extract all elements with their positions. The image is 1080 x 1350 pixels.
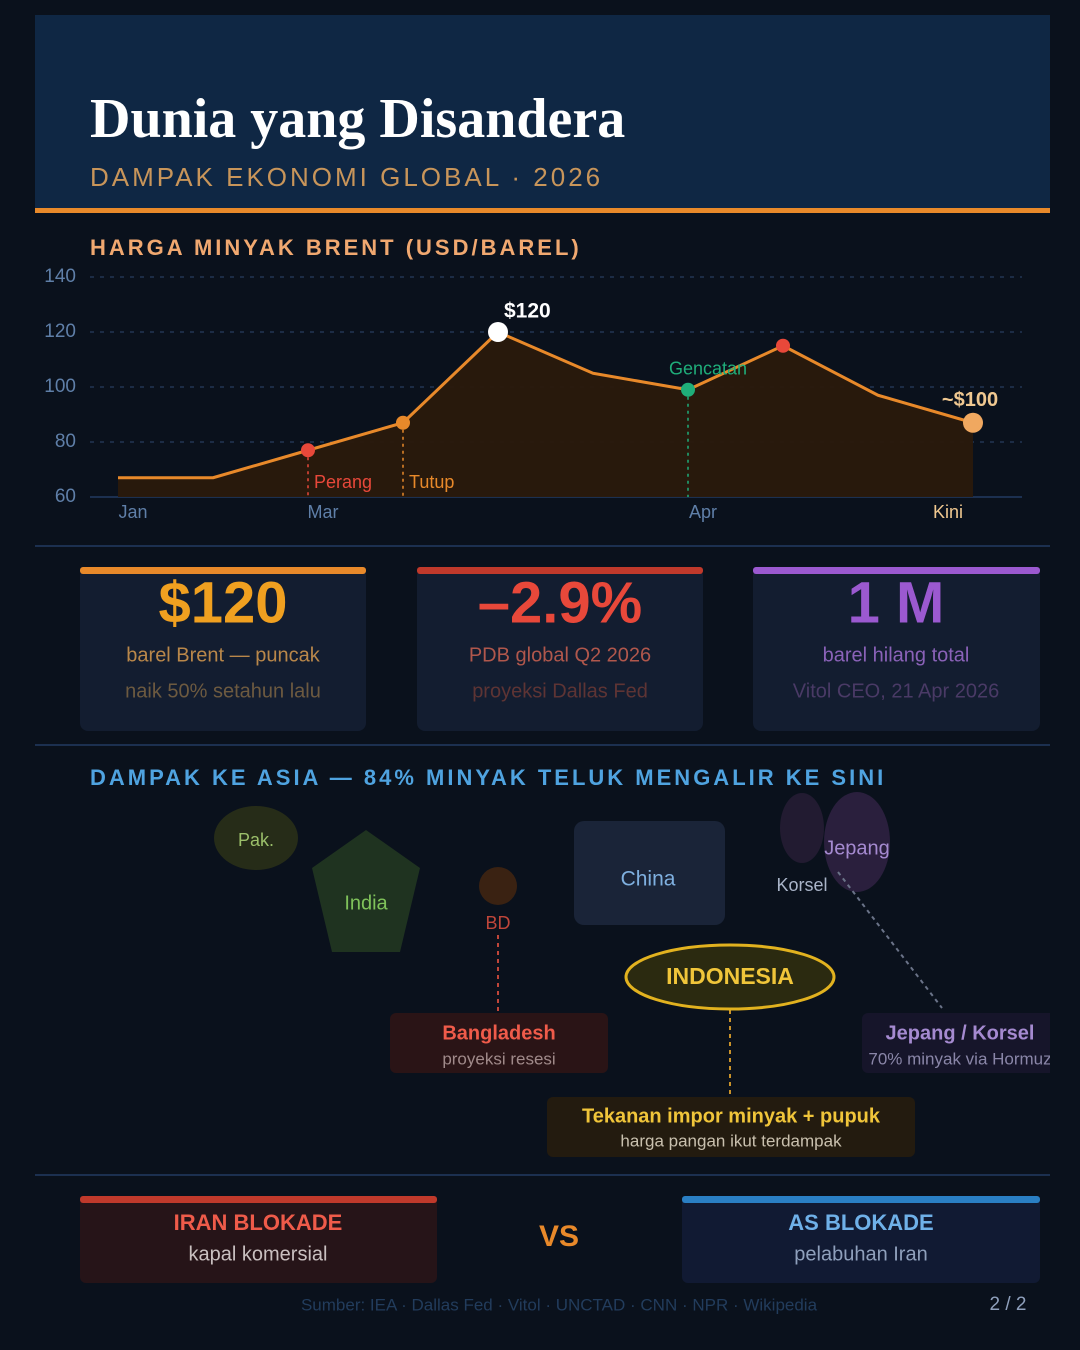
- event-label: Tutup: [409, 472, 454, 492]
- stat-cards: $120 barel Brent — puncak naik 50% setah…: [80, 567, 1040, 731]
- y-tick-label: 120: [44, 321, 76, 342]
- callout-title: Jepang / Korsel: [886, 1022, 1035, 1044]
- stat-label: barel Brent — puncak: [126, 644, 320, 666]
- country-shape: [214, 806, 298, 870]
- stat-bar: [80, 567, 366, 574]
- chart-title: HARGA MINYAK BRENT (USD/BAREL): [90, 235, 582, 260]
- stat-label: barel hilang total: [823, 644, 970, 666]
- stat-card: [753, 567, 1040, 731]
- country-shape: [824, 792, 890, 892]
- stat-value: $120: [158, 570, 287, 635]
- event-label: Perang: [314, 472, 372, 492]
- asia-map: Pak. India BD China Jepang Korsel INDONE…: [214, 792, 1051, 1157]
- asia-title: DAMPAK KE ASIA — 84% MINYAK TELUK MENGAL…: [90, 765, 886, 790]
- point: [776, 338, 790, 353]
- subtitle: DAMPAK EKONOMI GLOBAL · 2026: [90, 162, 603, 192]
- stat-value: –2.9%: [478, 570, 642, 635]
- y-tick-label: 60: [55, 486, 76, 507]
- country-label: BD: [485, 913, 510, 933]
- country-label: Korsel: [776, 875, 827, 895]
- versus-bar: [80, 1196, 437, 1203]
- callout-box: [547, 1097, 915, 1157]
- stat-card: [80, 567, 366, 731]
- stat-card: [417, 567, 703, 731]
- versus-sub: pelabuhan Iran: [794, 1243, 927, 1265]
- stat-label: PDB global Q2 2026: [469, 644, 651, 666]
- callout-sub: proyeksi resesi: [442, 1049, 555, 1068]
- area: [118, 332, 973, 497]
- versus-title: AS BLOKADE: [788, 1210, 933, 1235]
- event-label: Gencatan: [669, 359, 747, 379]
- point: [963, 412, 983, 433]
- country-shape: [312, 830, 420, 952]
- header-rule: [35, 208, 1050, 213]
- stat-bar: [417, 567, 703, 574]
- country-shape: [574, 821, 725, 925]
- end-label: ~$100: [942, 389, 998, 411]
- line: [118, 330, 974, 480]
- country-label: INDONESIA: [666, 963, 794, 989]
- point: [396, 415, 410, 430]
- versus-sub: kapal komersial: [189, 1243, 328, 1265]
- country-label: Pak.: [238, 830, 274, 850]
- stat-value: 1 M: [848, 570, 945, 635]
- versus-title: IRAN BLOKADE: [174, 1210, 343, 1235]
- sources: Sumber: IEA · Dallas Fed · Vitol · UNCTA…: [301, 1295, 818, 1314]
- point: [301, 443, 315, 458]
- callout-title: Tekanan impor minyak + pupuk: [582, 1105, 881, 1127]
- stat-bar: [753, 567, 1040, 574]
- versus-bar: [682, 1196, 1040, 1203]
- country-shape: [479, 867, 517, 905]
- point: [488, 322, 508, 342]
- point: [681, 382, 695, 397]
- x-tick-label: Apr: [689, 502, 717, 522]
- page-number: 2 / 2: [990, 1294, 1027, 1315]
- callout-box: [390, 1013, 608, 1073]
- stat-sub: naik 50% setahun lalu: [125, 680, 321, 702]
- versus-box: [682, 1196, 1040, 1283]
- callout-title: Bangladesh: [442, 1022, 555, 1044]
- callout-sub: harga pangan ikut terdampak: [620, 1131, 842, 1150]
- y-tick-label: 140: [44, 266, 76, 287]
- chart: 60 80 100 120 140 Jan Mar Apr Kini Perang Tutup Gen…: [44, 266, 1022, 522]
- callout-box: [862, 1013, 1050, 1073]
- y-tick-label: 80: [55, 431, 76, 452]
- country-label: China: [621, 868, 676, 891]
- y-tick-label: 100: [44, 376, 76, 397]
- header-panel: [35, 15, 1050, 210]
- x-tick-label: Jan: [118, 502, 147, 522]
- versus-box: [80, 1196, 437, 1283]
- country-label: India: [344, 892, 388, 914]
- country-shape: [624, 943, 836, 1011]
- x-tick-label: Mar: [308, 502, 339, 522]
- callout-sub: 70% minyak via Hormuz: [868, 1049, 1051, 1068]
- x-tick-label: Kini: [933, 502, 963, 522]
- stat-sub: proyeksi Dallas Fed: [472, 680, 648, 702]
- country-shape: [780, 793, 824, 863]
- title: Dunia yang Disandera: [90, 88, 625, 150]
- country-label: Jepang: [824, 837, 890, 859]
- stat-sub: Vitol CEO, 21 Apr 2026: [793, 680, 999, 702]
- versus: IRAN BLOKADE kapal komersial VS AS BLOKA…: [80, 1196, 1040, 1283]
- value-label: $120: [504, 300, 551, 323]
- versus-label: VS: [539, 1220, 579, 1253]
